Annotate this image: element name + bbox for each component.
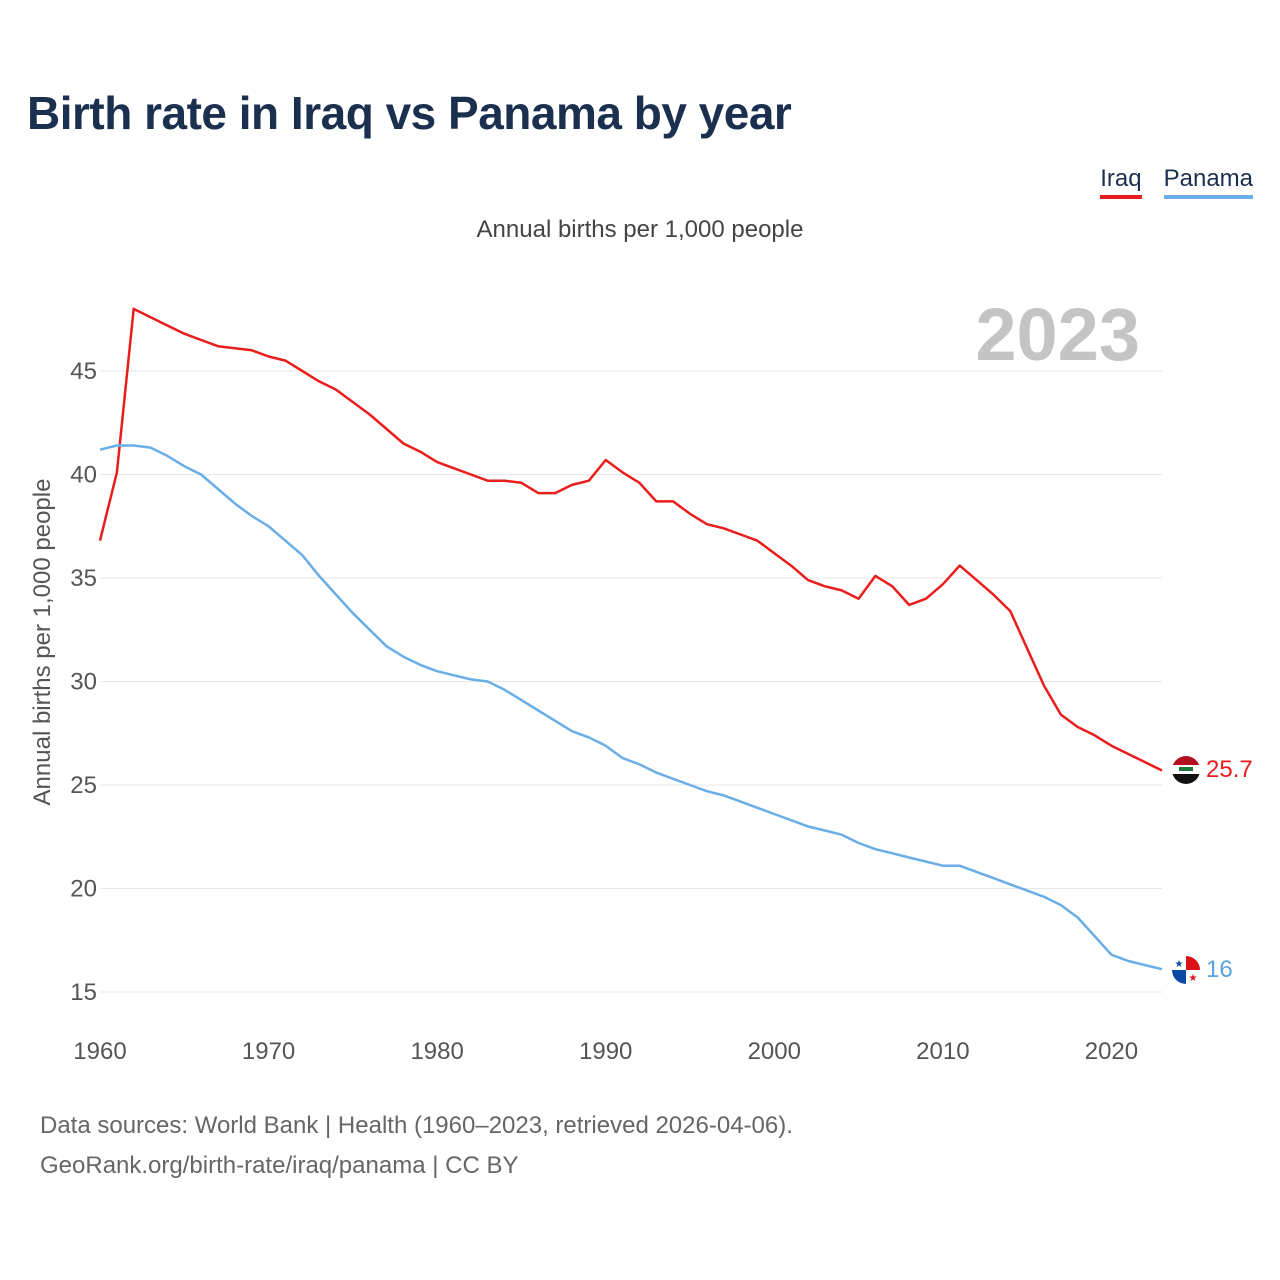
y-tick-label: 40	[70, 462, 97, 489]
x-tick-label: 2000	[748, 1038, 801, 1065]
footer: Data sources: World Bank | Health (1960–…	[40, 1106, 793, 1186]
panama-flag-icon: ★ ★	[1172, 956, 1200, 984]
x-tick-label: 1990	[579, 1038, 632, 1065]
svg-text:★: ★	[1175, 959, 1184, 970]
y-tick-label: 20	[70, 876, 97, 903]
y-tick-label: 15	[70, 979, 97, 1006]
line-chart: 15 20 25 30 35 40 45 1960 1970 1980 1990 2000 2010 2…	[29, 293, 1253, 1065]
chart-title: Birth rate in Iraq vs Panama by year	[27, 87, 792, 139]
svg-text:★: ★	[1189, 973, 1198, 984]
y-tick-label: 35	[70, 565, 97, 592]
end-label-iraq: 25.7	[1206, 756, 1253, 783]
x-tick-label: 1980	[410, 1038, 463, 1065]
series-line-panama[interactable]	[99, 444, 1163, 971]
chart-subtitle: Annual births per 1,000 people	[476, 216, 804, 243]
x-tick-label: 1970	[242, 1038, 295, 1065]
legend-item-iraq[interactable]: Iraq	[1100, 165, 1142, 199]
iraq-flag-icon	[1172, 756, 1200, 784]
x-tick-label: 2020	[1085, 1038, 1138, 1065]
y-tick-label: 30	[70, 669, 97, 696]
x-tick-label: 2010	[916, 1038, 969, 1065]
end-label-panama: 16	[1206, 956, 1233, 983]
y-axis-label: Annual births per 1,000 people	[29, 479, 56, 806]
series-line-iraq[interactable]	[98, 307, 1163, 772]
year-watermark: 2023	[975, 293, 1140, 376]
y-tick-label: 25	[70, 772, 97, 799]
y-tick-label: 45	[70, 358, 97, 385]
legend: Iraq Panama	[1100, 165, 1253, 199]
footer-credit: GeoRank.org/birth-rate/iraq/panama | CC …	[40, 1152, 519, 1179]
legend-item-panama[interactable]: Panama	[1163, 165, 1253, 199]
x-tick-label: 1960	[73, 1038, 126, 1065]
footer-source: Data sources: World Bank | Health (1960–…	[40, 1112, 793, 1139]
